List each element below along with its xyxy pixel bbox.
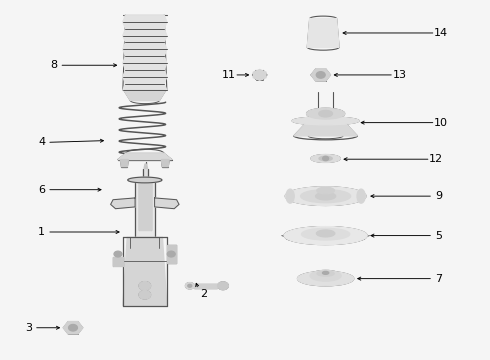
Ellipse shape	[317, 271, 334, 276]
Ellipse shape	[310, 270, 341, 281]
Text: 1: 1	[38, 227, 45, 237]
Circle shape	[323, 156, 329, 161]
Circle shape	[114, 251, 122, 257]
Text: 3: 3	[25, 323, 32, 333]
Ellipse shape	[311, 154, 340, 162]
Text: 6: 6	[38, 185, 45, 195]
Circle shape	[167, 251, 175, 257]
Bar	[113, 257, 123, 266]
Polygon shape	[123, 56, 167, 63]
Polygon shape	[111, 198, 135, 209]
Circle shape	[139, 291, 151, 299]
Ellipse shape	[317, 230, 335, 237]
Polygon shape	[307, 19, 339, 47]
Text: 4: 4	[38, 138, 45, 147]
Text: 8: 8	[50, 60, 57, 70]
Polygon shape	[123, 237, 167, 306]
Text: 11: 11	[222, 70, 236, 80]
Ellipse shape	[188, 284, 192, 287]
Ellipse shape	[218, 282, 228, 290]
Text: 2: 2	[200, 289, 207, 299]
Ellipse shape	[357, 189, 365, 203]
Ellipse shape	[284, 226, 367, 244]
Ellipse shape	[297, 271, 354, 286]
Ellipse shape	[307, 108, 344, 119]
Polygon shape	[123, 22, 167, 29]
Polygon shape	[144, 164, 147, 168]
Polygon shape	[155, 198, 179, 209]
Circle shape	[317, 72, 325, 78]
Ellipse shape	[292, 117, 359, 125]
Polygon shape	[123, 36, 167, 42]
Polygon shape	[123, 77, 167, 84]
Polygon shape	[123, 84, 167, 90]
Text: 12: 12	[429, 154, 443, 164]
Ellipse shape	[301, 228, 350, 240]
Ellipse shape	[128, 177, 162, 183]
Circle shape	[139, 282, 151, 290]
Polygon shape	[294, 121, 357, 136]
Ellipse shape	[319, 156, 332, 161]
Polygon shape	[139, 180, 151, 230]
Text: 7: 7	[435, 274, 442, 284]
Polygon shape	[123, 49, 167, 56]
Polygon shape	[123, 63, 167, 70]
Polygon shape	[118, 153, 172, 159]
Ellipse shape	[301, 190, 351, 203]
Polygon shape	[124, 90, 166, 100]
Circle shape	[69, 324, 77, 331]
Text: 9: 9	[435, 191, 442, 201]
Ellipse shape	[316, 192, 336, 200]
Polygon shape	[135, 180, 155, 237]
Ellipse shape	[285, 187, 366, 206]
Text: 14: 14	[434, 28, 448, 38]
Ellipse shape	[286, 189, 294, 203]
Polygon shape	[194, 284, 217, 288]
Ellipse shape	[322, 271, 329, 274]
Polygon shape	[123, 15, 167, 22]
Ellipse shape	[319, 111, 332, 117]
Text: 10: 10	[434, 118, 448, 128]
Text: 13: 13	[392, 70, 406, 80]
Polygon shape	[121, 159, 128, 167]
Polygon shape	[123, 70, 167, 77]
Ellipse shape	[317, 187, 334, 194]
Polygon shape	[161, 159, 169, 167]
Polygon shape	[123, 29, 167, 36]
Bar	[167, 245, 175, 263]
Polygon shape	[123, 42, 167, 49]
Ellipse shape	[185, 283, 194, 289]
Text: 5: 5	[435, 231, 442, 240]
Polygon shape	[144, 168, 148, 180]
